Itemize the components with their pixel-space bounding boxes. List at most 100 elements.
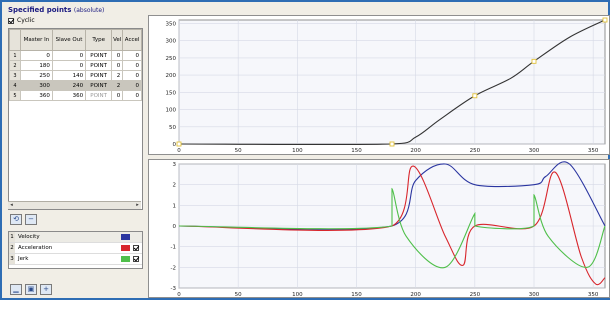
x-tick-label: 250 bbox=[470, 292, 481, 297]
plot-area bbox=[178, 19, 606, 145]
cell-slave[interactable]: 360 bbox=[51, 90, 87, 101]
cell-accel[interactable]: 0 bbox=[122, 60, 142, 71]
cell-vel[interactable]: 0 bbox=[111, 50, 124, 61]
row-number: 4 bbox=[9, 80, 21, 91]
acceleration-visible-checkbox[interactable] bbox=[133, 245, 139, 251]
column-header-slave[interactable]: Slave Out bbox=[51, 29, 87, 51]
jerk-visible-checkbox[interactable] bbox=[133, 256, 139, 262]
cell-type[interactable]: POINT bbox=[85, 70, 113, 81]
legend-row-jerk[interactable]: 3 Jerk bbox=[9, 254, 142, 265]
add-point-icon[interactable]: ⟲ bbox=[10, 214, 22, 225]
x-tick-label: 0 bbox=[177, 148, 181, 154]
cell-type[interactable]: POINT bbox=[85, 50, 113, 61]
cell-master[interactable]: 0 bbox=[20, 50, 53, 61]
add-icon[interactable]: + bbox=[40, 284, 52, 295]
cyclic-option[interactable]: Cyclic bbox=[8, 17, 35, 24]
table-row[interactable]: 5 360 360 POINT 0 0 bbox=[9, 90, 142, 101]
y-tick-label: 350 bbox=[166, 21, 177, 27]
chart-icon[interactable]: ▁ bbox=[10, 284, 22, 295]
y-tick-label: -1 bbox=[171, 245, 176, 251]
x-tick-label: 200 bbox=[410, 292, 421, 297]
acceleration-color-swatch[interactable] bbox=[121, 245, 130, 251]
x-tick-label: 250 bbox=[470, 148, 481, 154]
table-row[interactable]: 3 250 140 POINT 2 0 bbox=[9, 70, 142, 81]
table-header-row: Master In Slave Out Type Vel Accel bbox=[9, 29, 142, 51]
scroll-right-icon[interactable]: ▸ bbox=[136, 202, 139, 208]
y-tick-label: 100 bbox=[166, 108, 177, 114]
legend-label: Velocity bbox=[18, 234, 40, 240]
cell-vel[interactable]: 0 bbox=[111, 90, 124, 101]
legend-row-velocity[interactable]: 1 Velocity bbox=[9, 232, 142, 243]
cell-accel[interactable]: 0 bbox=[122, 50, 142, 61]
velocity-color-swatch[interactable] bbox=[121, 234, 130, 240]
jerk-color-swatch[interactable] bbox=[121, 256, 130, 262]
cell-accel[interactable]: 0 bbox=[122, 90, 142, 101]
position-chart-svg: 0 50 100 150 200 250 300 350 0 50 100 150 200 250 300 3… bbox=[166, 17, 608, 154]
column-header-type[interactable]: Type bbox=[85, 29, 113, 51]
row-number: 5 bbox=[9, 90, 21, 101]
x-tick-label: 300 bbox=[529, 148, 540, 154]
cell-accel[interactable]: 0 bbox=[122, 70, 142, 81]
cell-vel[interactable]: 0 bbox=[111, 60, 124, 71]
legend-row-number: 2 bbox=[9, 243, 15, 253]
cell-accel[interactable]: 0 bbox=[122, 80, 142, 91]
x-tick-label: 200 bbox=[410, 148, 421, 154]
x-tick-label: 350 bbox=[588, 292, 599, 297]
y-tick-label: 3 bbox=[173, 162, 177, 168]
legend-row-number: 3 bbox=[9, 254, 15, 264]
points-toolbar: ⟲ − bbox=[10, 214, 37, 225]
scroll-left-icon[interactable]: ◂ bbox=[10, 202, 13, 208]
remove-point-icon[interactable]: − bbox=[25, 214, 37, 225]
legend-label: Jerk bbox=[18, 256, 29, 262]
table-row[interactable]: 2 180 0 POINT 0 0 bbox=[9, 60, 142, 71]
cell-master[interactable]: 250 bbox=[20, 70, 53, 81]
cell-master[interactable]: 300 bbox=[20, 80, 53, 91]
point-marker bbox=[389, 141, 395, 147]
row-number: 1 bbox=[9, 50, 21, 61]
cell-vel[interactable]: 2 bbox=[111, 80, 124, 91]
save-icon[interactable]: ▣ bbox=[25, 284, 37, 295]
y-tick-label: 300 bbox=[166, 39, 177, 45]
x-tick-label: 50 bbox=[235, 292, 242, 297]
cell-slave[interactable]: 140 bbox=[51, 70, 87, 81]
x-tick-label: 50 bbox=[235, 148, 242, 154]
cell-type[interactable]: POINT bbox=[85, 60, 113, 71]
table-row[interactable]: 1 0 0 POINT 0 0 bbox=[9, 50, 142, 61]
panel-title-text: Specified points bbox=[8, 6, 72, 14]
cell-master[interactable]: 180 bbox=[20, 60, 53, 71]
y-tick-label: 200 bbox=[166, 73, 177, 79]
panel-title: Specified points (absolute) bbox=[8, 6, 104, 14]
cell-vel[interactable]: 2 bbox=[111, 70, 124, 81]
cell-type[interactable]: POINT bbox=[85, 80, 113, 91]
point-marker bbox=[472, 93, 478, 99]
point-marker bbox=[602, 17, 608, 23]
velocity-acceleration-jerk-chart[interactable]: 3 2 1 0 -1 -2 -3 0 50 100 150 200 250 300 350 bbox=[148, 159, 610, 298]
cyclic-label: Cyclic bbox=[17, 17, 35, 24]
x-tick-label: 350 bbox=[588, 148, 599, 154]
position-chart[interactable]: 0 50 100 150 200 250 300 350 0 50 100 150 200 250 300 3… bbox=[148, 15, 610, 155]
series-line-1-2 bbox=[178, 187, 606, 269]
x-tick-label: 150 bbox=[351, 148, 362, 154]
y-tick-label: 250 bbox=[166, 56, 177, 62]
bottom-toolbar: ▁ ▣ + bbox=[10, 284, 52, 295]
cell-master[interactable]: 360 bbox=[20, 90, 53, 101]
cell-type[interactable]: POINT bbox=[85, 90, 113, 101]
point-marker bbox=[531, 58, 537, 64]
y-tick-label: 150 bbox=[166, 90, 177, 96]
y-tick-label: -2 bbox=[171, 265, 176, 271]
legend-row-number: 1 bbox=[9, 232, 15, 242]
x-tick-label: 300 bbox=[529, 292, 540, 297]
cell-slave[interactable]: 240 bbox=[51, 80, 87, 91]
column-header-accel[interactable]: Accel bbox=[122, 29, 142, 51]
cell-slave[interactable]: 0 bbox=[51, 60, 87, 71]
cell-slave[interactable]: 0 bbox=[51, 50, 87, 61]
cyclic-checkbox[interactable] bbox=[8, 17, 14, 24]
table-horizontal-scrollbar[interactable]: ◂ ▸ bbox=[8, 201, 141, 209]
table-row-selected[interactable]: 4 300 240 POINT 2 0 bbox=[9, 80, 142, 91]
panel-title-note: (absolute) bbox=[73, 7, 105, 14]
x-tick-label: 100 bbox=[292, 148, 303, 154]
column-header-vel[interactable]: Vel bbox=[111, 29, 124, 51]
legend-row-acceleration[interactable]: 2 Acceleration bbox=[9, 243, 142, 254]
column-header-master[interactable]: Master In bbox=[20, 29, 53, 51]
